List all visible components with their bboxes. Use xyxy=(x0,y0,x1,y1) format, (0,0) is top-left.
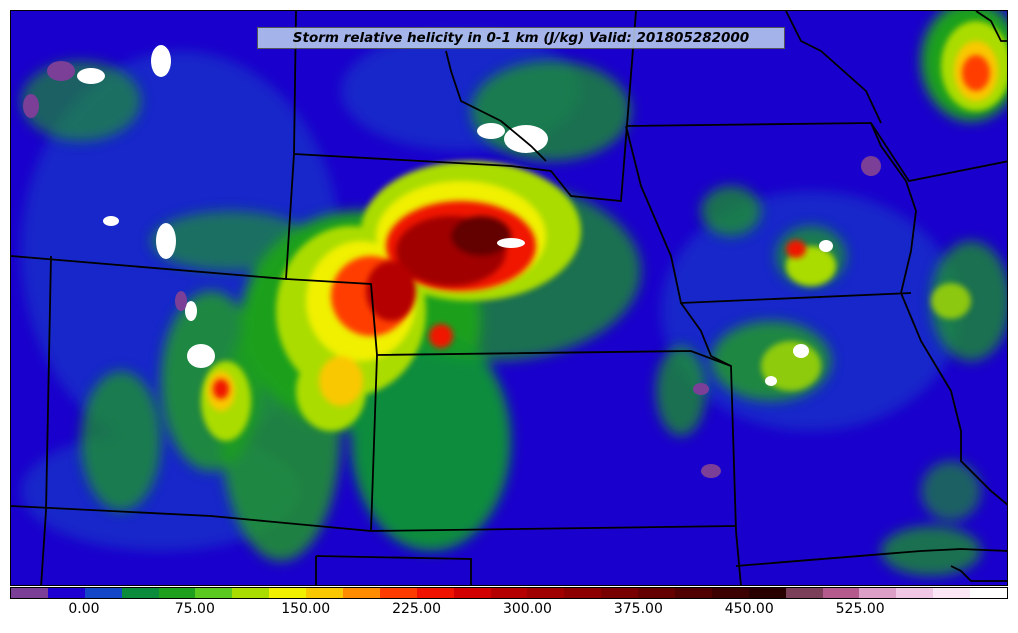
colorbar-segment xyxy=(158,588,196,598)
colorbar-segment xyxy=(711,588,749,598)
colorbar xyxy=(10,587,1008,599)
colorbar-segment xyxy=(748,588,786,598)
colorbar-segment xyxy=(638,588,676,598)
colorbar-segment xyxy=(269,588,307,598)
colorbar-segment xyxy=(933,588,971,598)
colorbar-segment xyxy=(11,588,48,598)
colorbar-segment xyxy=(896,588,934,598)
colorbar-segment xyxy=(84,588,122,598)
colorbar-tick-label: 375.00 xyxy=(613,601,663,617)
colorbar-tick-label: 300.00 xyxy=(502,601,552,617)
colorbar-segment xyxy=(822,588,860,598)
colorbar-segment xyxy=(970,588,1008,598)
colorbar-segment xyxy=(859,588,897,598)
colorbar-ticks: 0.00 75.00 150.00 225.00 300.00 375.00 450.00 5… xyxy=(10,601,1008,625)
extreme-helicity-core xyxy=(366,216,511,321)
colorbar-tick-label: 75.00 xyxy=(174,601,215,617)
colorbar-segment xyxy=(47,588,85,598)
state-boundaries xyxy=(11,11,1007,585)
colorbar-segment xyxy=(785,588,823,598)
colorbar-tick-label: 150.00 xyxy=(281,601,331,617)
colorbar-segment xyxy=(675,588,712,598)
colorbar-segment xyxy=(416,588,454,598)
colorbar-segment xyxy=(601,588,639,598)
colorbar-segment xyxy=(564,588,602,598)
colorbar-segment xyxy=(306,588,344,598)
map-title: Storm relative helicity in 0-1 km (J/kg)… xyxy=(257,27,785,49)
colorbar-tick-label: 525.00 xyxy=(835,601,885,617)
helicity-map xyxy=(11,11,1007,585)
peak-helicity-spots xyxy=(23,45,881,478)
colorbar-segment xyxy=(527,588,565,598)
colorbar-tick-label: 0.00 xyxy=(68,601,100,617)
colorbar-segment xyxy=(453,588,491,598)
colorbar-tick-label: 450.00 xyxy=(724,601,774,617)
colorbar-segment xyxy=(195,588,233,598)
colorbar-segment xyxy=(343,588,380,598)
map-panel: Storm relative helicity in 0-1 km (J/kg)… xyxy=(10,10,1008,586)
colorbar-segment xyxy=(490,588,528,598)
colorbar-segment xyxy=(121,588,159,598)
colorbar-segment xyxy=(232,588,270,598)
colorbar-segment xyxy=(379,588,417,598)
colorbar-tick-label: 225.00 xyxy=(392,601,442,617)
